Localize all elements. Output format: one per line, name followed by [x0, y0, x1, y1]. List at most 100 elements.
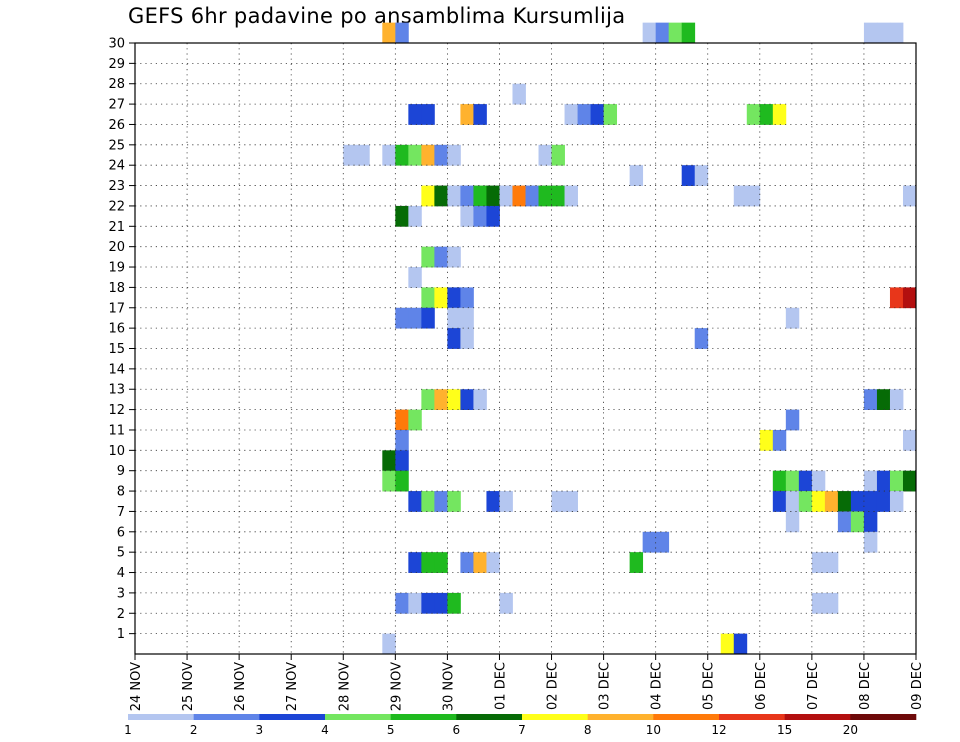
heatmap-cell: [863, 389, 878, 410]
heatmap-cell: [824, 552, 839, 573]
heatmap-cell: [655, 22, 670, 44]
heatmap-cell: [408, 267, 422, 288]
y-tick-label: 2: [117, 607, 125, 622]
x-tick-label: 04 DEC: [650, 662, 665, 710]
heatmap-cell: [720, 633, 735, 655]
colorbar-segment: [587, 714, 654, 720]
heatmap-cell: [538, 185, 552, 207]
heatmap-cell: [434, 185, 448, 207]
heatmap-cell: [382, 144, 396, 166]
heatmap-cell: [577, 104, 591, 125]
heatmap-cell: [499, 491, 513, 512]
heatmap-cell: [473, 185, 487, 207]
heatmap-cell: [889, 22, 904, 44]
colorbar-segment: [456, 714, 523, 720]
heatmap-cell: [538, 144, 552, 166]
heatmap-cell: [889, 389, 904, 410]
heatmap-cell: [837, 491, 852, 512]
heatmap-cell: [460, 287, 474, 309]
heatmap-cell: [473, 389, 487, 410]
heatmap-cell: [785, 409, 800, 431]
y-axis: 1234567891011121314151617181920212223242…: [108, 37, 135, 642]
heatmap-cell: [785, 491, 800, 512]
y-tick-label: 12: [108, 403, 125, 418]
heatmap-cell: [733, 633, 748, 655]
heatmap-cell: [902, 287, 917, 309]
heatmap-cell: [811, 552, 826, 573]
heatmap-cell: [902, 185, 917, 207]
colorbar-segment: [653, 714, 720, 720]
x-tick-label: 09 DEC: [910, 662, 925, 710]
colorbar-label: 3: [256, 723, 264, 737]
heatmap-cell: [863, 22, 878, 44]
heatmap-cell: [421, 552, 435, 573]
heatmap-cell: [460, 552, 474, 573]
heatmap-cell: [473, 205, 487, 227]
heatmap-cell: [564, 104, 578, 125]
heatmap-cell: [590, 104, 604, 125]
heatmap-cell: [889, 287, 904, 309]
heatmap-cell: [759, 104, 774, 125]
x-tick-label: 25 NOV: [181, 662, 196, 711]
y-tick-label: 28: [108, 77, 125, 92]
x-tick-label: 07 DEC: [806, 662, 821, 710]
heatmap-cell: [603, 104, 618, 125]
heatmap-cell: [356, 144, 370, 166]
colorbar-segment: [193, 714, 260, 720]
heatmap-cell: [733, 185, 748, 207]
x-tick-label: 05 DEC: [702, 662, 717, 710]
y-tick-label: 29: [108, 57, 125, 72]
heatmap-cell: [421, 307, 435, 329]
heatmap-cell: [460, 104, 474, 125]
heatmap-cell: [512, 83, 526, 105]
heatmap-cell: [447, 389, 461, 410]
heatmap-cell: [447, 328, 461, 349]
y-tick-label: 30: [108, 37, 125, 52]
heatmap-cell: [668, 22, 683, 44]
heatmap-cell: [785, 511, 800, 533]
heatmap-cell: [434, 144, 448, 166]
x-tick-label: 02 DEC: [546, 662, 561, 710]
heatmap-cell: [486, 552, 500, 573]
heatmap-cell: [460, 307, 474, 329]
x-tick-label: 29 NOV: [389, 662, 404, 711]
heatmap-cell: [460, 185, 474, 207]
heatmap-cell: [486, 491, 500, 512]
x-tick-label: 30 NOV: [441, 662, 456, 711]
heatmap-cell: [850, 511, 865, 533]
heatmap-cell: [395, 470, 409, 492]
colorbar-label: 4: [321, 723, 329, 737]
heatmap-cell: [746, 104, 761, 125]
heatmap-cell: [408, 552, 422, 573]
heatmap-cell: [447, 491, 461, 512]
y-tick-label: 23: [108, 179, 125, 194]
heatmap-cell: [850, 491, 865, 512]
colorbar-segment: [325, 714, 391, 720]
y-tick-label: 10: [108, 444, 125, 459]
colorbar-segment: [522, 714, 588, 720]
heatmap-cell: [525, 185, 539, 207]
colorbar-label: 12: [711, 723, 726, 737]
colorbar-label: 7: [518, 723, 526, 737]
heatmap-cell: [421, 287, 435, 309]
heatmap-cell: [642, 22, 657, 44]
heatmap-cell: [772, 429, 787, 451]
y-tick-label: 20: [108, 240, 125, 255]
heatmap-cell: [395, 450, 409, 472]
heatmap-cell: [486, 205, 500, 227]
y-tick-label: 8: [117, 485, 125, 500]
heatmap-cell: [382, 470, 396, 492]
heatmap-cell: [512, 185, 526, 207]
x-tick-label: 08 DEC: [858, 662, 873, 710]
colorbar-segment: [259, 714, 326, 720]
heatmap-cell: [434, 389, 448, 410]
heatmap-cell: [785, 307, 800, 329]
heatmap-cell: [798, 470, 813, 492]
heatmap-cell: [629, 165, 644, 186]
heatmap-cell: [642, 531, 657, 553]
heatmap-cell: [551, 144, 565, 166]
colorbar-label: 20: [843, 723, 858, 737]
heatmap-cell: [876, 470, 891, 492]
y-tick-label: 7: [117, 505, 125, 520]
heatmap-cell: [421, 185, 435, 207]
